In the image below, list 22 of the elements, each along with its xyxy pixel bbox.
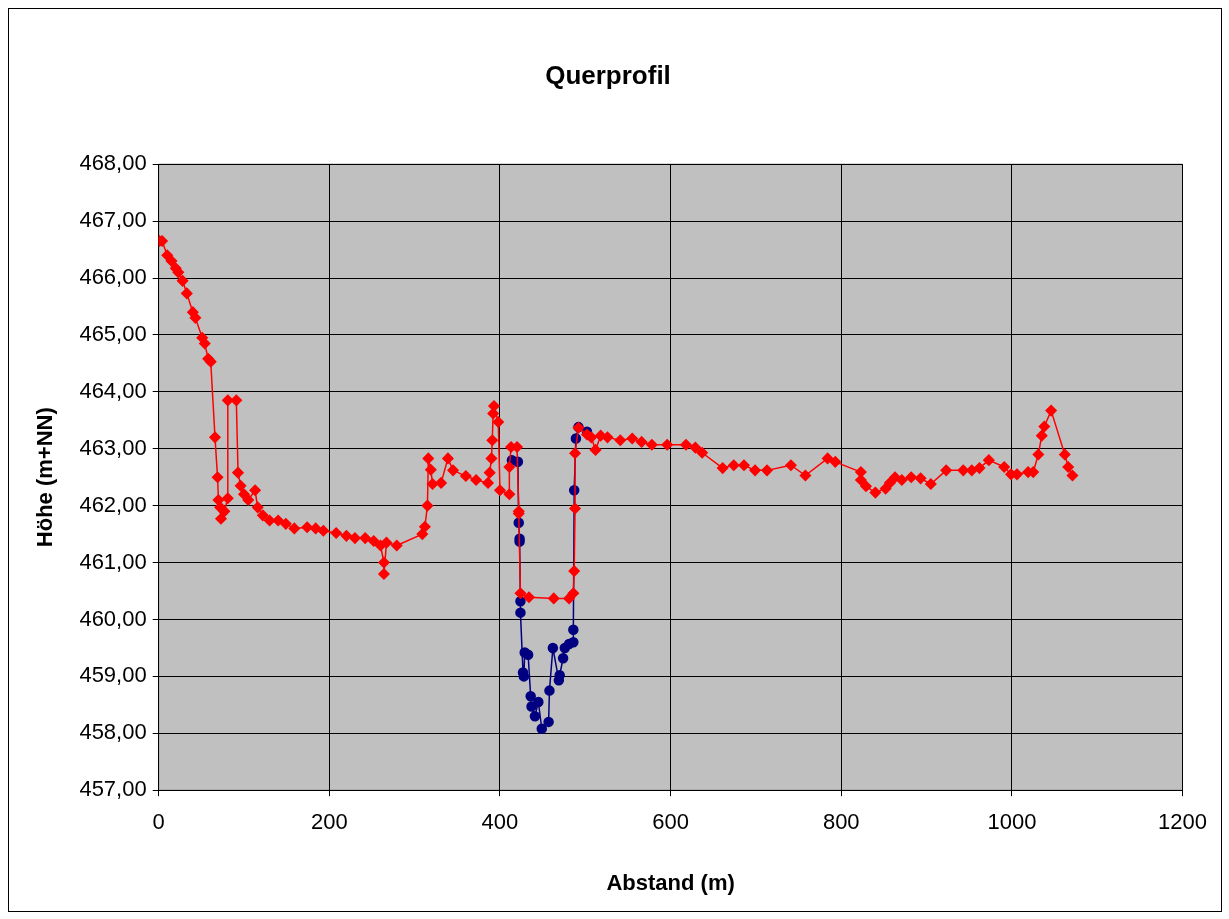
y-tick-label: 459,00 xyxy=(79,662,147,688)
y-tick-label: 466,00 xyxy=(79,264,147,290)
chart-title: Querprofil xyxy=(545,59,671,90)
x-tick-label: 600 xyxy=(652,809,689,835)
y-tick-label: 457,00 xyxy=(79,776,147,802)
x-tick-label: 200 xyxy=(310,809,348,835)
x-tick-label: 0 xyxy=(152,809,165,835)
y-tick-label: 467,00 xyxy=(79,207,147,233)
y-tick-label: 460,00 xyxy=(79,605,147,631)
y-axis-title: Höhe (m+NN) xyxy=(32,407,58,548)
y-tick-label: 463,00 xyxy=(79,434,147,460)
y-tick-label: 465,00 xyxy=(79,320,147,346)
x-tick-label: 1200 xyxy=(1158,809,1208,835)
x-tick-label: 400 xyxy=(481,809,519,835)
y-tick-label: 458,00 xyxy=(79,719,147,745)
y-tick-label: 461,00 xyxy=(79,548,147,574)
x-axis-title: Abstand (m) xyxy=(606,869,735,895)
x-tick-label: 800 xyxy=(822,809,860,835)
y-tick-label: 464,00 xyxy=(79,377,147,403)
x-tick-label: 1000 xyxy=(987,809,1037,835)
y-tick-label: 468,00 xyxy=(79,150,147,176)
y-tick-label: 462,00 xyxy=(79,491,147,517)
